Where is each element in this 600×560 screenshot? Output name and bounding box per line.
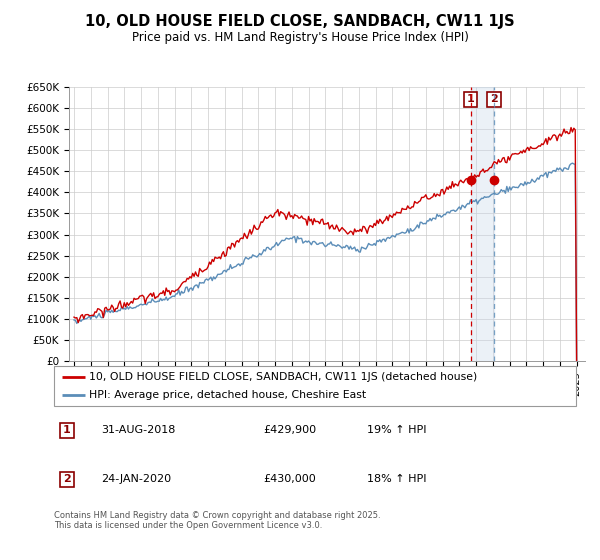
Text: 1: 1 xyxy=(467,95,475,105)
Bar xyxy=(470,87,494,361)
Text: Price paid vs. HM Land Registry's House Price Index (HPI): Price paid vs. HM Land Registry's House … xyxy=(131,31,469,44)
Text: HPI: Average price, detached house, Cheshire East: HPI: Average price, detached house, Ches… xyxy=(89,390,367,400)
Text: £430,000: £430,000 xyxy=(263,474,316,484)
Text: 2: 2 xyxy=(490,95,498,105)
Text: Contains HM Land Registry data © Crown copyright and database right 2025.
This d: Contains HM Land Registry data © Crown c… xyxy=(54,511,380,530)
Text: 2: 2 xyxy=(63,474,71,484)
Text: 10, OLD HOUSE FIELD CLOSE, SANDBACH, CW11 1JS: 10, OLD HOUSE FIELD CLOSE, SANDBACH, CW1… xyxy=(85,14,515,29)
Text: 10, OLD HOUSE FIELD CLOSE, SANDBACH, CW11 1JS (detached house): 10, OLD HOUSE FIELD CLOSE, SANDBACH, CW1… xyxy=(89,372,478,381)
Text: 31-AUG-2018: 31-AUG-2018 xyxy=(101,426,175,435)
Text: 18% ↑ HPI: 18% ↑ HPI xyxy=(367,474,427,484)
Text: 19% ↑ HPI: 19% ↑ HPI xyxy=(367,426,427,435)
Text: 24-JAN-2020: 24-JAN-2020 xyxy=(101,474,171,484)
FancyBboxPatch shape xyxy=(54,366,576,406)
Text: 1: 1 xyxy=(63,426,71,435)
Text: £429,900: £429,900 xyxy=(263,426,316,435)
